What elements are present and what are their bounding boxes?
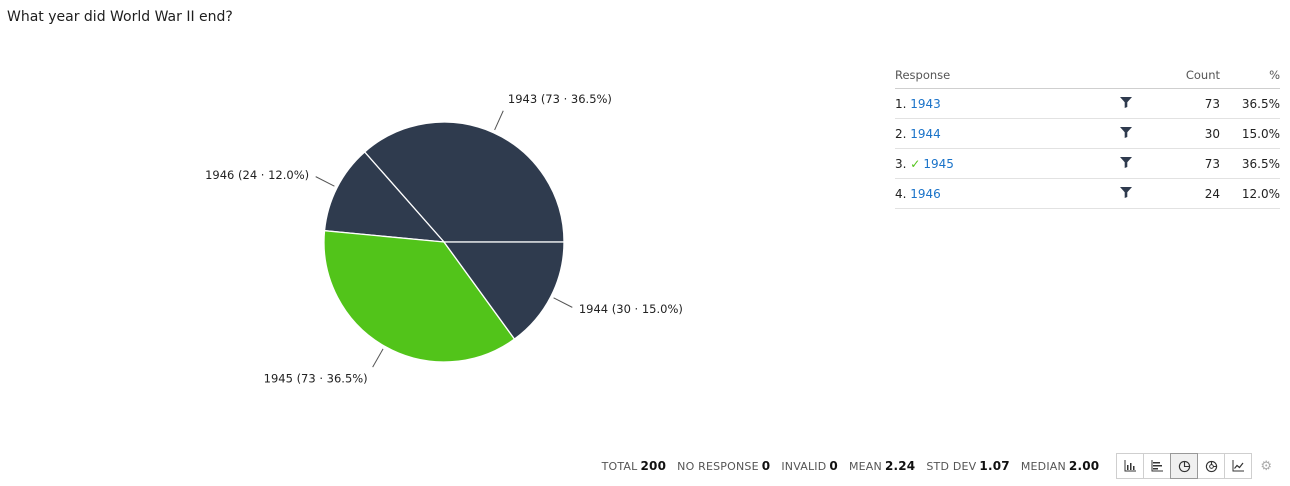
pie-chart-icon	[1178, 460, 1191, 472]
response-number: 1.	[895, 96, 907, 111]
table-row: 1. 1943 73 36.5%	[895, 88, 1280, 119]
stat-mean: MEAN 2.24	[848, 459, 916, 473]
stats-footer: TOTAL 200 NO RESPONSE 0 INVALID 0 MEAN 2.24 …	[602, 452, 1272, 480]
filter-icon[interactable]	[1120, 96, 1132, 108]
count-cell: 73	[1160, 148, 1220, 179]
response-number: 3.	[895, 156, 907, 171]
header-percent: %	[1220, 62, 1280, 89]
filter-cell	[1120, 88, 1160, 119]
filter-icon[interactable]	[1120, 156, 1132, 168]
slice-label-leader	[494, 110, 504, 131]
bar-chart-view-button[interactable]	[1116, 453, 1145, 479]
header-response: Response	[895, 62, 1120, 89]
stat-std-dev: STD DEV 1.07	[926, 459, 1010, 473]
response-link[interactable]: 1944	[910, 126, 941, 141]
donut-chart-view-button[interactable]	[1197, 453, 1226, 479]
filter-cell	[1120, 148, 1160, 179]
response-cell: 2. 1944	[895, 118, 1120, 149]
percent-cell: 36.5%	[1220, 148, 1280, 179]
response-cell: 1. 1943	[895, 88, 1120, 119]
line-chart-icon	[1232, 460, 1244, 472]
slice-label: 1945 (73 · 36.5%)	[264, 372, 368, 386]
percent-cell: 15.0%	[1220, 118, 1280, 149]
slice-label-leader	[553, 297, 573, 308]
horizontal-bar-icon	[1151, 460, 1163, 472]
slice-label-leader	[372, 348, 384, 368]
gear-icon[interactable]: ⚙	[1260, 458, 1272, 474]
slice-label: 1946 (24 · 12.0%)	[205, 168, 309, 182]
count-cell: 24	[1160, 178, 1220, 209]
stat-total: TOTAL 200	[601, 459, 667, 473]
count-cell: 73	[1160, 88, 1220, 119]
pie-slice[interactable]	[323, 229, 516, 363]
stat-invalid: INVALID 0	[781, 459, 838, 473]
response-link[interactable]: 1945	[923, 156, 954, 171]
response-cell: 4. 1946	[895, 178, 1120, 209]
question-title: What year did World War II end?	[7, 9, 233, 25]
table-row: 4. 1946 24 12.0%	[895, 178, 1280, 209]
response-link[interactable]: 1943	[910, 96, 941, 111]
donut-chart-icon	[1205, 460, 1218, 472]
response-number: 4.	[895, 186, 907, 201]
slice-label: 1944 (30 · 15.0%)	[579, 302, 683, 316]
response-table: Response Count % 1. 1943 73 36.5% 2. 1944 30…	[895, 62, 1280, 209]
pie-chart: 1943 (73 · 36.5%) 1946 (24 · 12.0%) 1945 (…	[205, 92, 683, 386]
table-row: 2. 1944 30 15.0%	[895, 118, 1280, 149]
stat-median: MEDIAN 2.00	[1020, 459, 1100, 473]
bar-chart-icon	[1124, 460, 1136, 472]
stat-no-response: NO RESPONSE 0	[677, 459, 771, 473]
percent-cell: 12.0%	[1220, 178, 1280, 209]
correct-check-icon: ✓	[910, 156, 921, 171]
filter-cell	[1120, 178, 1160, 209]
response-cell: 3. ✓ 1945	[895, 148, 1120, 179]
pie-slice[interactable]	[323, 151, 446, 243]
response-number: 2.	[895, 126, 907, 141]
slice-label: 1943 (73 · 36.5%)	[508, 92, 612, 106]
response-link[interactable]: 1946	[910, 186, 941, 201]
header-count: Count	[1160, 62, 1220, 89]
line-chart-view-button[interactable]	[1224, 453, 1253, 479]
pie-chart-view-button[interactable]	[1170, 453, 1199, 479]
pie-slice[interactable]	[442, 241, 565, 340]
count-cell: 30	[1160, 118, 1220, 149]
percent-cell: 36.5%	[1220, 88, 1280, 119]
table-row: 3. ✓ 1945 73 36.5%	[895, 148, 1280, 179]
slice-label-leader	[315, 176, 335, 187]
horizontal-bar-view-button[interactable]	[1143, 453, 1172, 479]
pie-slice[interactable]	[363, 121, 565, 243]
filter-cell	[1120, 118, 1160, 149]
filter-icon[interactable]	[1120, 126, 1132, 138]
filter-icon[interactable]	[1120, 186, 1132, 198]
table-header-row: Response Count %	[895, 62, 1280, 89]
